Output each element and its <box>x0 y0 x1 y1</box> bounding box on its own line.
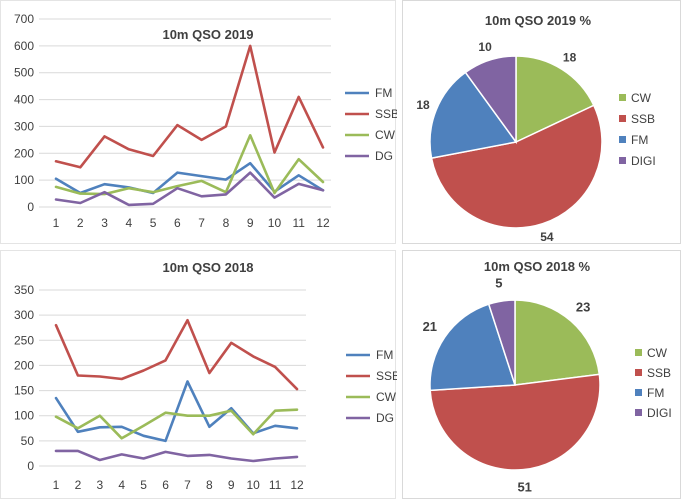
series-line-dg <box>54 171 325 207</box>
legend-entry: SSB <box>631 112 655 126</box>
legend-swatch <box>619 94 626 101</box>
legend-swatch <box>619 157 626 164</box>
pie-slice-cw <box>514 299 601 386</box>
x-tick-label: 12 <box>290 478 304 492</box>
legend-entry: CW <box>631 91 652 105</box>
pie-chart-2018: 10m QSO 2018 % 23 51 21 5 CW SSB FM DIGI <box>423 259 672 495</box>
legend-swatch <box>619 115 626 122</box>
legend-entry: DIGI <box>647 406 672 420</box>
x-tick-label: 12 <box>316 216 330 230</box>
data-label: 54 <box>540 230 554 244</box>
x-tick-label: 7 <box>184 478 191 492</box>
legend-entry: FM <box>376 348 393 362</box>
pie-slice-fm <box>429 303 517 392</box>
x-tick-label: 10 <box>247 478 261 492</box>
legend-swatch <box>635 389 642 396</box>
y-tick-label: 300 <box>14 119 34 133</box>
pie-chart-2019: 10m QSO 2019 % 18 54 18 10 CW SSB FM DIGI <box>416 13 656 244</box>
legend-entry: FM <box>375 86 392 100</box>
x-tick-label: 5 <box>140 478 147 492</box>
x-tick-label: 3 <box>101 216 108 230</box>
x-tick-label: 5 <box>150 216 157 230</box>
data-label: 18 <box>563 51 577 65</box>
y-tick-label: 100 <box>14 409 34 423</box>
legend-swatch <box>619 136 626 143</box>
x-tick-label: 10 <box>268 216 282 230</box>
data-label: 51 <box>517 480 531 495</box>
pie-slice-digi <box>464 55 517 145</box>
x-tick-label: 9 <box>247 216 254 230</box>
x-tick-label: 4 <box>125 216 132 230</box>
legend-entry: CW <box>376 390 397 404</box>
y-tick-label: 150 <box>14 384 34 398</box>
legend-entry: FM <box>631 133 648 147</box>
legend-entry: DIGI <box>631 154 656 168</box>
y-tick-label: 0 <box>27 200 34 214</box>
y-tick-label: 100 <box>14 173 34 187</box>
x-tick-label: 1 <box>53 478 60 492</box>
legend-entry: DG <box>375 149 393 163</box>
series-line-fm <box>54 161 325 195</box>
pie-chart-2018-panel: 10m QSO 2018 % 23 51 21 5 CW SSB FM DIGI <box>402 250 681 499</box>
pie-chart-2019-panel: 10m QSO 2019 % 18 54 18 10 CW SSB FM DIGI <box>402 0 681 244</box>
pie-slice-digi <box>487 299 516 386</box>
line-chart-2018-panel: 10m QSO 2018 0 50 100 150 200 250 300 350 1 2 3 4 5 6 7… <box>0 250 397 499</box>
pie-slice-cw <box>515 55 595 144</box>
pie-slice-ssb <box>430 104 603 229</box>
x-tick-label: 9 <box>228 478 235 492</box>
data-label: 10 <box>478 40 492 54</box>
chart-title: 10m QSO 2019 % <box>485 13 592 28</box>
chart-title: 10m QSO 2018 % <box>484 259 591 274</box>
data-label: 18 <box>416 98 430 112</box>
y-tick-label: 300 <box>14 308 34 322</box>
legend-swatch <box>635 409 642 416</box>
data-label: 21 <box>423 319 437 334</box>
x-tick-label: 11 <box>269 478 282 492</box>
y-tick-label: 200 <box>14 146 34 160</box>
pie-slice-fm <box>429 71 518 159</box>
y-tick-label: 700 <box>14 12 34 26</box>
y-tick-label: 350 <box>14 283 34 297</box>
y-tick-label: 500 <box>14 66 34 80</box>
chart-title: 10m QSO 2019 <box>162 27 253 42</box>
x-tick-label: 8 <box>206 478 213 492</box>
series-line-ssb <box>54 44 325 169</box>
x-tick-label: 2 <box>77 216 84 230</box>
series-line-cw <box>54 408 299 440</box>
x-tick-label: 7 <box>198 216 205 230</box>
x-tick-label: 1 <box>53 216 60 230</box>
x-tick-label: 4 <box>118 478 125 492</box>
x-tick-label: 3 <box>96 478 103 492</box>
series-line-dg <box>54 449 299 463</box>
x-tick-label: 2 <box>75 478 82 492</box>
legend-swatch <box>635 349 642 356</box>
legend-entry: CW <box>375 128 396 142</box>
data-label: 23 <box>576 300 590 315</box>
y-tick-label: 50 <box>21 434 35 448</box>
series-line-ssb <box>54 318 299 391</box>
pie-slice-ssb <box>429 373 601 471</box>
legend-swatch <box>635 369 642 376</box>
legend-entry: SSB <box>647 366 671 380</box>
line-chart-2019-panel: 10m QSO 2019 0 100 200 300 400 500 600 700 1 2 3 4 5 6… <box>0 0 397 244</box>
legend-entry: SSB <box>376 369 397 383</box>
y-tick-label: 0 <box>27 459 34 473</box>
y-tick-label: 200 <box>14 358 34 372</box>
legend-entry: CW <box>647 346 668 360</box>
legend-entry: SSB <box>375 107 397 121</box>
data-label: 5 <box>495 275 502 290</box>
legend-entry: DG <box>376 411 394 425</box>
y-tick-label: 600 <box>14 39 34 53</box>
x-tick-label: 6 <box>174 216 181 230</box>
y-tick-label: 250 <box>14 333 34 347</box>
x-tick-label: 6 <box>162 478 169 492</box>
legend-entry: FM <box>647 386 664 400</box>
x-tick-label: 8 <box>223 216 230 230</box>
y-tick-label: 400 <box>14 93 34 107</box>
chart-title: 10m QSO 2018 <box>162 260 253 275</box>
x-tick-label: 11 <box>292 216 305 230</box>
